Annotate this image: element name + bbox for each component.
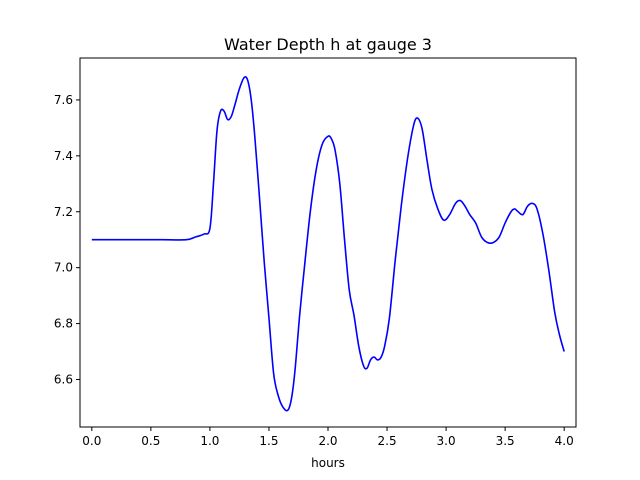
y-tick-label: 7.6 [54,93,73,107]
y-tick-label: 7.0 [54,261,73,275]
series-line [91,76,565,412]
y-tick-label: 7.2 [54,205,73,219]
series-line-group [91,76,565,412]
x-tick-label: 3.5 [496,434,515,448]
x-axis-label: hours [311,456,345,470]
x-tick-label: 4.0 [555,434,574,448]
chart-title: Water Depth h at gauge 3 [224,35,432,54]
x-tick-label: 0.5 [141,434,160,448]
x-tick-label: 0.0 [82,434,101,448]
y-tick-label: 6.6 [54,372,73,386]
x-tick-label: 3.0 [437,434,456,448]
x-axis-ticks: 0.0 0.5 1.0 1.5 2.0 2.5 3.0 3.5 4.0 [82,427,574,448]
x-tick-label: 2.0 [318,434,337,448]
plot-area-frame [79,57,577,428]
y-tick-label: 6.8 [54,317,73,331]
x-tick-label: 1.0 [200,434,219,448]
y-axis-ticks: 6.6 6.8 7.0 7.2 7.4 7.6 [54,93,80,386]
x-tick-label: 1.5 [259,434,278,448]
y-tick-label: 7.4 [54,149,73,163]
x-tick-label: 2.5 [378,434,397,448]
